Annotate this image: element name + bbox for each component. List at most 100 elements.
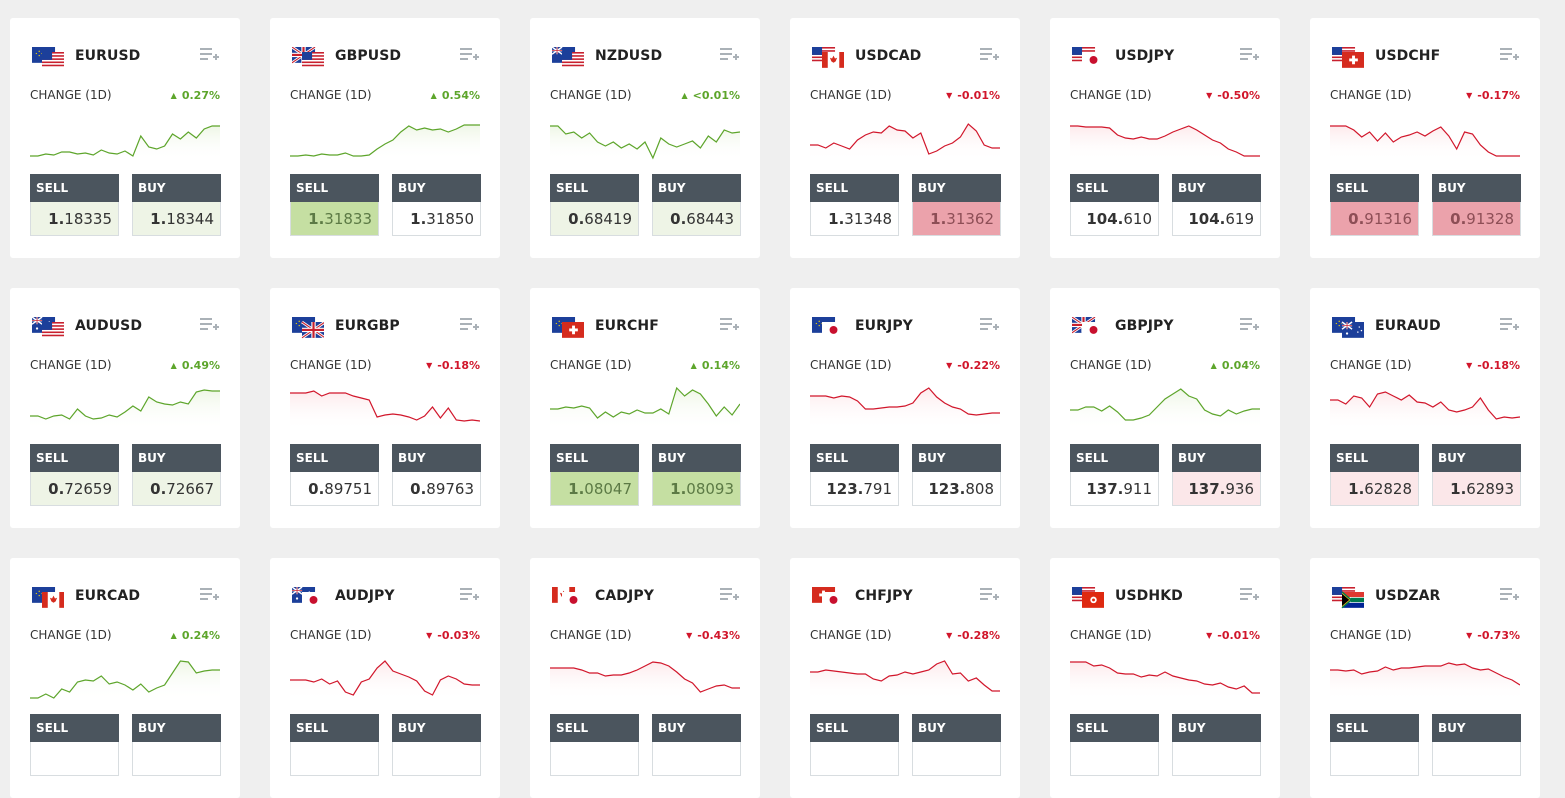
- sell-button[interactable]: SELL 1.18335: [30, 174, 119, 238]
- currency-pair-card[interactable]: NZDUSD CHANGE (1D) ▲ <0.01% SELL 0.68419 BUY 0.…: [530, 18, 760, 258]
- change-value: ▼ -0.22%: [946, 359, 1000, 372]
- flag-icon: [812, 317, 846, 339]
- add-to-watchlist-icon[interactable]: [1240, 317, 1260, 333]
- sell-button[interactable]: SELL 0.72659: [30, 444, 119, 508]
- sell-button[interactable]: SELL 0.89751: [290, 444, 379, 508]
- currency-pair-card[interactable]: EURAUD CHANGE (1D) ▼ -0.18% SELL 1.62828 BUY 1.…: [1310, 288, 1540, 528]
- triangle-up-icon: ▲: [170, 91, 177, 100]
- currency-pair-card[interactable]: CADJPY CHANGE (1D) ▼ -0.43% SELL BUY: [530, 558, 760, 798]
- currency-pair-card[interactable]: CHFJPY CHANGE (1D) ▼ -0.28% SELL BUY: [790, 558, 1020, 798]
- add-to-watchlist-icon[interactable]: [1240, 587, 1260, 603]
- change-value: ▲ 0.49%: [171, 359, 220, 372]
- sell-price: [290, 742, 379, 776]
- add-to-watchlist-icon[interactable]: [980, 587, 1000, 603]
- sell-price: 0.72659: [30, 472, 119, 506]
- add-to-watchlist-icon[interactable]: [980, 317, 1000, 333]
- buy-label: BUY: [912, 714, 1001, 742]
- add-to-watchlist-icon[interactable]: [460, 47, 480, 63]
- add-to-watchlist-icon[interactable]: [1500, 587, 1520, 603]
- add-to-watchlist-icon[interactable]: [720, 47, 740, 63]
- sell-label: SELL: [1070, 714, 1159, 742]
- add-to-watchlist-icon[interactable]: [720, 587, 740, 603]
- buy-price: 1.08093: [652, 472, 741, 506]
- flag-icon: [1071, 315, 1106, 339]
- add-to-watchlist-icon[interactable]: [1240, 47, 1260, 63]
- add-to-watchlist-icon[interactable]: [1500, 47, 1520, 63]
- buy-price: [1432, 742, 1521, 776]
- pair-name: EURGBP: [335, 318, 400, 334]
- buy-button[interactable]: BUY 1.18344: [132, 174, 221, 238]
- buy-button[interactable]: BUY 1.08093: [652, 444, 741, 508]
- add-to-watchlist-icon[interactable]: [1500, 317, 1520, 333]
- currency-pair-card[interactable]: USDCHF CHANGE (1D) ▼ -0.17% SELL 0.91316 BUY 0.…: [1310, 18, 1540, 258]
- currency-pair-card[interactable]: EURUSD CHANGE (1D) ▲ 0.27% SELL 1.18335 BUY 1.1…: [10, 18, 240, 258]
- buy-price: 137.936: [1172, 472, 1261, 506]
- sparkline-chart: [30, 116, 220, 160]
- buy-button[interactable]: BUY 104.619: [1172, 174, 1261, 238]
- sparkline-chart: [810, 386, 1000, 430]
- currency-pair-card[interactable]: USDHKD CHANGE (1D) ▼ -0.01% SELL BUY: [1050, 558, 1280, 798]
- currency-pair-card[interactable]: EURJPY CHANGE (1D) ▼ -0.22% SELL 123.791 BUY 12…: [790, 288, 1020, 528]
- buy-label: BUY: [652, 714, 741, 742]
- sell-button[interactable]: SELL 1.08047: [550, 444, 639, 508]
- sell-button[interactable]: SELL: [1070, 714, 1159, 778]
- sell-button[interactable]: SELL 1.62828: [1330, 444, 1419, 508]
- buy-button[interactable]: BUY 1.31362: [912, 174, 1001, 238]
- sparkline-chart: [290, 386, 481, 430]
- sell-button[interactable]: SELL: [30, 714, 119, 778]
- add-to-watchlist-icon[interactable]: [200, 587, 220, 603]
- buy-button[interactable]: BUY: [392, 714, 481, 778]
- triangle-down-icon: ▼: [1466, 361, 1473, 370]
- currency-pair-card[interactable]: USDCAD CHANGE (1D) ▼ -0.01% SELL 1.31348 BUY 1.…: [790, 18, 1020, 258]
- buy-button[interactable]: BUY: [1432, 714, 1521, 778]
- buy-button[interactable]: BUY: [132, 714, 221, 778]
- add-to-watchlist-icon[interactable]: [200, 317, 220, 333]
- flag-icon: [552, 317, 586, 339]
- change-value: ▲ 0.24%: [171, 629, 220, 642]
- buy-button[interactable]: BUY: [652, 714, 741, 778]
- sell-button[interactable]: SELL 104.610: [1070, 174, 1159, 238]
- currency-pair-card[interactable]: EURCHF CHANGE (1D) ▲ 0.14% SELL 1.08047 BUY 1.0…: [530, 288, 760, 528]
- currency-pair-card[interactable]: USDJPY CHANGE (1D) ▼ -0.50% SELL 104.610 BUY 10…: [1050, 18, 1280, 258]
- sell-button[interactable]: SELL 123.791: [810, 444, 899, 508]
- buy-button[interactable]: BUY: [912, 714, 1001, 778]
- currency-pair-card[interactable]: USDZAR CHANGE (1D) ▼ -0.73% SELL BUY: [1310, 558, 1540, 798]
- sell-button[interactable]: SELL: [1330, 714, 1419, 778]
- sell-button[interactable]: SELL: [550, 714, 639, 778]
- currency-pair-card[interactable]: GBPUSD CHANGE (1D) ▲ 0.54% SELL 1.31833 BUY 1.3…: [270, 18, 500, 258]
- buy-button[interactable]: BUY 0.68443: [652, 174, 741, 238]
- buy-label: BUY: [912, 174, 1001, 202]
- buy-price: 0.72667: [132, 472, 221, 506]
- flag-icon: [551, 46, 586, 69]
- sell-button[interactable]: SELL: [290, 714, 379, 778]
- change-value: ▼ -0.18%: [1466, 359, 1520, 372]
- currency-pair-card[interactable]: EURGBP CHANGE (1D) ▼ -0.18% SELL 0.89751 BUY 0.…: [270, 288, 500, 528]
- sparkline-chart: [1330, 386, 1521, 430]
- add-to-watchlist-icon[interactable]: [980, 47, 1000, 63]
- buy-label: BUY: [652, 444, 741, 472]
- sell-price: 1.18335: [30, 202, 119, 236]
- sell-button[interactable]: SELL 137.911: [1070, 444, 1159, 508]
- buy-button[interactable]: BUY 137.936: [1172, 444, 1261, 508]
- add-to-watchlist-icon[interactable]: [460, 587, 480, 603]
- add-to-watchlist-icon[interactable]: [460, 317, 480, 333]
- buy-button[interactable]: BUY 1.62893: [1432, 444, 1521, 508]
- sell-button[interactable]: SELL 1.31833: [290, 174, 379, 238]
- currency-pair-card[interactable]: GBPJPY CHANGE (1D) ▲ 0.04% SELL 137.911 BUY 137…: [1050, 288, 1280, 528]
- buy-button[interactable]: BUY 1.31850: [392, 174, 481, 238]
- currency-pair-card[interactable]: EURCAD CHANGE (1D) ▲ 0.24% SELL BUY: [10, 558, 240, 798]
- sell-button[interactable]: SELL: [810, 714, 899, 778]
- buy-button[interactable]: BUY 0.72667: [132, 444, 221, 508]
- buy-button[interactable]: BUY 0.91328: [1432, 174, 1521, 238]
- buy-button[interactable]: BUY 123.808: [912, 444, 1001, 508]
- sell-button[interactable]: SELL 0.91316: [1330, 174, 1419, 238]
- currency-pair-card[interactable]: AUDJPY CHANGE (1D) ▼ -0.03% SELL BUY: [270, 558, 500, 798]
- sell-price: 0.68419: [550, 202, 639, 236]
- sell-button[interactable]: SELL 0.68419: [550, 174, 639, 238]
- add-to-watchlist-icon[interactable]: [720, 317, 740, 333]
- sell-button[interactable]: SELL 1.31348: [810, 174, 899, 238]
- currency-pair-card[interactable]: AUDUSD CHANGE (1D) ▲ 0.49% SELL 0.72659 BUY 0.7…: [10, 288, 240, 528]
- buy-button[interactable]: BUY: [1172, 714, 1261, 778]
- buy-button[interactable]: BUY 0.89763: [392, 444, 481, 508]
- add-to-watchlist-icon[interactable]: [200, 47, 220, 63]
